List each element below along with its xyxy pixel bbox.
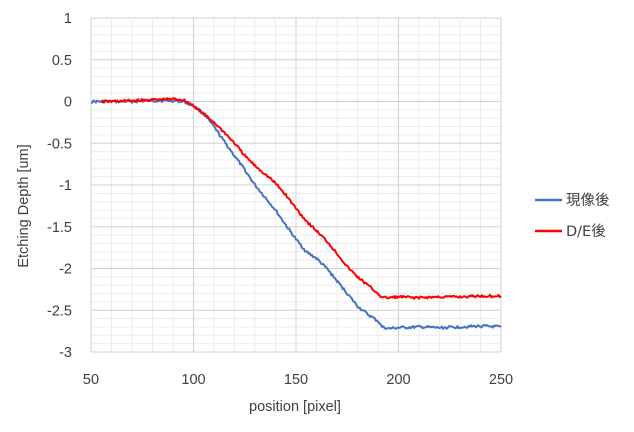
legend: 現像後 D/E後	[535, 192, 610, 240]
series-line-1	[90, 98, 502, 330]
y-tick-labels: 1 0.5 0 -0.5 -1 -1.5 -2 -2.5 -3	[47, 11, 72, 361]
y-tick-label: 0.5	[52, 53, 72, 69]
y-tick-label: -2	[59, 262, 72, 278]
x-tick-label: 50	[83, 372, 99, 388]
major-gridlines	[90, 17, 502, 353]
x-tick-label: 250	[489, 372, 513, 388]
y-tick-label: -2.5	[47, 303, 72, 319]
y-tick-label: 1	[64, 11, 72, 27]
x-tick-labels: 50 100 150 200 250	[83, 372, 513, 388]
x-axis-title: position [pixel]	[249, 399, 341, 415]
y-tick-label: -1	[59, 178, 72, 194]
y-axis-title: Etching Depth [um]	[16, 144, 32, 267]
legend-label-series-1: 現像後	[566, 192, 610, 209]
x-tick-label: 100	[181, 372, 205, 388]
x-tick-label: 200	[386, 372, 410, 388]
y-tick-label: -3	[59, 345, 72, 361]
series-line-2	[100, 97, 502, 300]
y-tick-label: -0.5	[47, 136, 72, 152]
legend-label-series-2: D/E後	[566, 223, 606, 240]
y-tick-label: -1.5	[47, 220, 72, 236]
x-tick-label: 150	[284, 372, 308, 388]
series-layer	[90, 97, 502, 330]
y-tick-label: 0	[64, 95, 72, 111]
